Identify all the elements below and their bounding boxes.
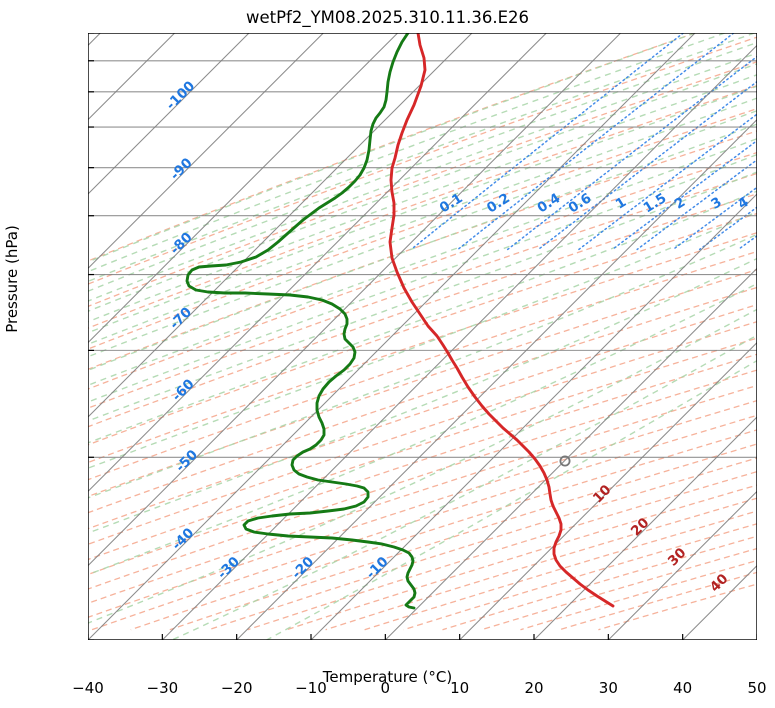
- dry-adiabat-60: [88, 232, 757, 464]
- sounding-curve-dewpoint: [185, 33, 417, 610]
- mixing-ratio-line-0.4: [506, 55, 757, 251]
- dry-adiabat-40: [88, 193, 757, 428]
- y-axis-label: Pressure (hPa): [3, 225, 21, 333]
- isotherm--30: [161, 44, 757, 640]
- moist-adiabat-8: [88, 153, 757, 403]
- dry-adiabat-140: [88, 369, 757, 590]
- moist-adiabat--12: [88, 85, 757, 334]
- x-tick--30: −30: [146, 679, 179, 697]
- isotherm--90: [88, 33, 324, 270]
- isotherm-30: [607, 490, 757, 640]
- x-tick--20: −20: [220, 679, 253, 697]
- moist-adiabat-24: [88, 233, 757, 499]
- mixing-ratio-line-2: [636, 158, 757, 251]
- dry-adiabat-130: [88, 353, 757, 576]
- isotherm-10: [459, 341, 757, 640]
- dry-adiabat-110: [88, 320, 757, 546]
- moist-adiabat-40: [171, 334, 757, 640]
- mixing-ratio-line-0.1: [410, 33, 685, 251]
- mixing-ratio-line-1.5: [611, 139, 757, 251]
- dry-adiabat-20: [88, 151, 757, 390]
- x-tick-20: 20: [524, 679, 544, 697]
- isotherm-0: [384, 267, 757, 640]
- isotherm--40: [88, 33, 696, 640]
- moist-adiabat--32: [88, 33, 755, 283]
- plot-area: 0.10.20.40.611.52346810131620253036-100-…: [72, 33, 767, 697]
- isobars-group: [88, 33, 757, 640]
- moist-adiabats-group: [88, 33, 757, 640]
- lcl-marker: [559, 455, 571, 467]
- isotherms-group: [88, 33, 757, 640]
- isotherm--50: [88, 33, 622, 567]
- isotherm--100: [88, 33, 250, 195]
- plot-background: [88, 33, 757, 640]
- mixing-ratio-line-0.2: [457, 33, 735, 251]
- x-tick-50: 50: [747, 679, 767, 697]
- moist-adiabat-20: [88, 211, 757, 469]
- moist-adiabat--16: [88, 74, 757, 323]
- sounding-curve-temperature: [388, 33, 615, 608]
- isotherm--60: [88, 33, 547, 493]
- page-title: wetPf2_YM08.2025.310.11.36.E26: [245, 8, 530, 27]
- dry-adiabats-group: [88, 33, 757, 631]
- x-tick-10: 10: [450, 679, 470, 697]
- dry-adiabat-70: [88, 250, 757, 481]
- dry-adiabat--30: [88, 36, 757, 285]
- skewt-chart: 0.10.20.40.611.52346810131620253036-100-…: [88, 33, 757, 640]
- isotherm-20: [533, 416, 757, 640]
- moist-adiabat--4: [88, 109, 757, 358]
- x-tick--40: −40: [72, 679, 104, 697]
- x-tick-30: 30: [598, 679, 618, 697]
- x-tick--10: −10: [295, 679, 327, 697]
- sounding-curves-group: [185, 33, 615, 610]
- dry-adiabat--40: [88, 33, 696, 262]
- moist-adiabat-12: [88, 171, 757, 422]
- moist-adiabat--28: [88, 41, 757, 292]
- moist-adiabat--20: [88, 63, 757, 313]
- isotherm--10: [310, 193, 757, 640]
- isotherm--80: [88, 33, 399, 344]
- marker-group: [559, 455, 571, 467]
- x-tick-40: 40: [673, 679, 693, 697]
- moist-adiabat--24: [88, 52, 757, 302]
- dry-adiabat--20: [88, 61, 757, 308]
- x-tick-0: 0: [380, 679, 391, 697]
- x-axis-label: Temperature (°C): [322, 668, 453, 686]
- moist-adiabat--40: [88, 33, 696, 263]
- dry-adiabat-30: [88, 172, 757, 409]
